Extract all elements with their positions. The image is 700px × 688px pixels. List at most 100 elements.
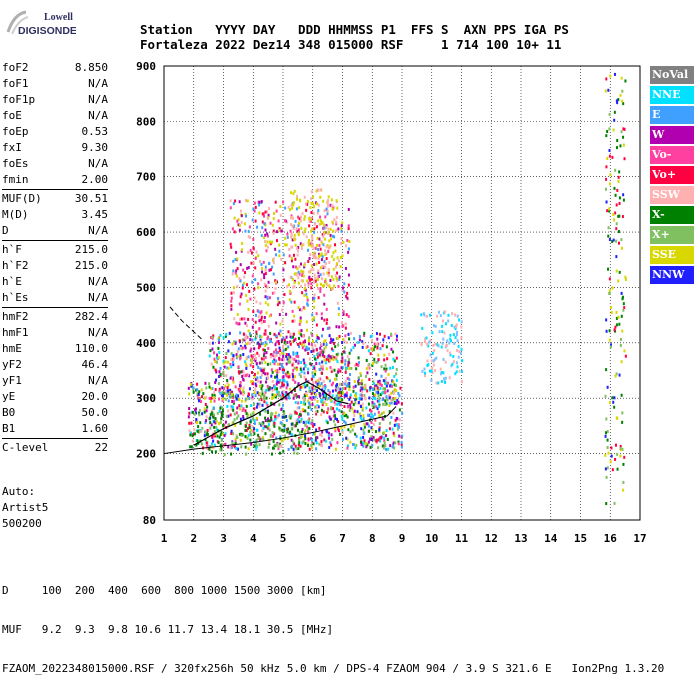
echo-point [214, 368, 217, 372]
echo-point [190, 445, 193, 449]
echo-point [257, 346, 260, 350]
echo-point [298, 331, 301, 335]
echo-point [346, 415, 349, 419]
echo-point [335, 337, 338, 341]
echo-point [340, 359, 343, 363]
echo-point [222, 397, 225, 401]
echo-point [297, 270, 300, 274]
echo-point [281, 381, 284, 385]
echo-point [368, 377, 371, 381]
echo-point [249, 334, 252, 338]
echo-point [385, 384, 388, 388]
echo-point [457, 355, 460, 359]
echo-point [340, 227, 343, 231]
echo-point [298, 206, 301, 210]
echo-point [319, 219, 322, 223]
echo-point [261, 389, 264, 393]
echo-point [307, 443, 310, 447]
echo-point [377, 446, 380, 450]
echo-point [292, 378, 295, 382]
echo-point [276, 390, 279, 394]
echo-point [359, 374, 362, 378]
echo-point [247, 307, 250, 311]
echo-point [245, 293, 248, 297]
echo-point [245, 214, 248, 218]
echo-point [230, 452, 233, 456]
echo-point [272, 272, 275, 276]
echo-point [282, 200, 285, 204]
echo-point [211, 341, 214, 345]
echo-point [197, 425, 200, 429]
echo-point [244, 344, 247, 348]
x-tick-label: 17 [633, 532, 646, 545]
echo-point [311, 386, 314, 390]
echo-point [340, 224, 343, 228]
echo-point [374, 386, 377, 390]
echo-point [297, 228, 300, 232]
echo-point [458, 369, 461, 373]
echo-point [622, 143, 625, 147]
echo-point [383, 382, 386, 386]
echo-point [607, 88, 610, 92]
echo-point [324, 278, 327, 282]
echo-point [236, 267, 239, 271]
echo-point [279, 421, 282, 425]
echo-point [213, 413, 216, 417]
echo-point [308, 224, 311, 228]
echo-point [344, 379, 347, 383]
echo-point [365, 441, 368, 445]
echo-point [430, 379, 433, 383]
echo-point [219, 406, 222, 410]
echo-point [300, 247, 303, 251]
echo-point [324, 249, 327, 253]
echo-point [279, 385, 282, 389]
echo-point [433, 349, 436, 353]
echo-point [233, 340, 236, 344]
echo-point [226, 389, 229, 393]
echo-point [240, 214, 243, 218]
x-tick-label: 5 [280, 532, 287, 545]
echo-point [308, 275, 311, 279]
echo-point [247, 426, 250, 430]
echo-point [362, 441, 365, 445]
echo-point [204, 437, 207, 441]
echo-point [260, 386, 263, 390]
echo-point [267, 207, 270, 211]
echo-point [340, 229, 343, 233]
echo-point [261, 403, 264, 407]
echo-point [311, 371, 314, 375]
param-value: N/A [88, 224, 108, 237]
echo-point [281, 391, 284, 395]
echo-point [614, 168, 617, 172]
echo-point [275, 239, 278, 243]
echo-point [615, 227, 618, 231]
echo-point [301, 385, 304, 389]
echo-point [621, 420, 624, 424]
echo-point [266, 372, 269, 376]
echo-point [362, 428, 365, 432]
echo-point [321, 334, 324, 338]
echo-point [233, 317, 236, 321]
echo-point [272, 395, 275, 399]
echo-point [280, 396, 283, 400]
param-name: yF2 [2, 358, 22, 371]
echo-point [265, 388, 268, 392]
echo-point [612, 238, 615, 242]
echo-point [261, 212, 264, 216]
echo-point [297, 355, 300, 359]
echo-point [249, 418, 252, 422]
echo-point [449, 339, 452, 343]
echo-point [222, 423, 225, 427]
echo-point [255, 330, 258, 334]
echo-point [269, 331, 272, 335]
echo-point [315, 428, 318, 432]
echo-point [618, 373, 621, 377]
echo-point [232, 378, 235, 382]
echo-point [253, 209, 256, 213]
echo-point [283, 368, 286, 372]
echo-point [274, 247, 277, 251]
echo-point [336, 402, 339, 406]
echo-point [605, 475, 608, 479]
echo-point [330, 237, 333, 241]
echo-point [303, 375, 306, 379]
